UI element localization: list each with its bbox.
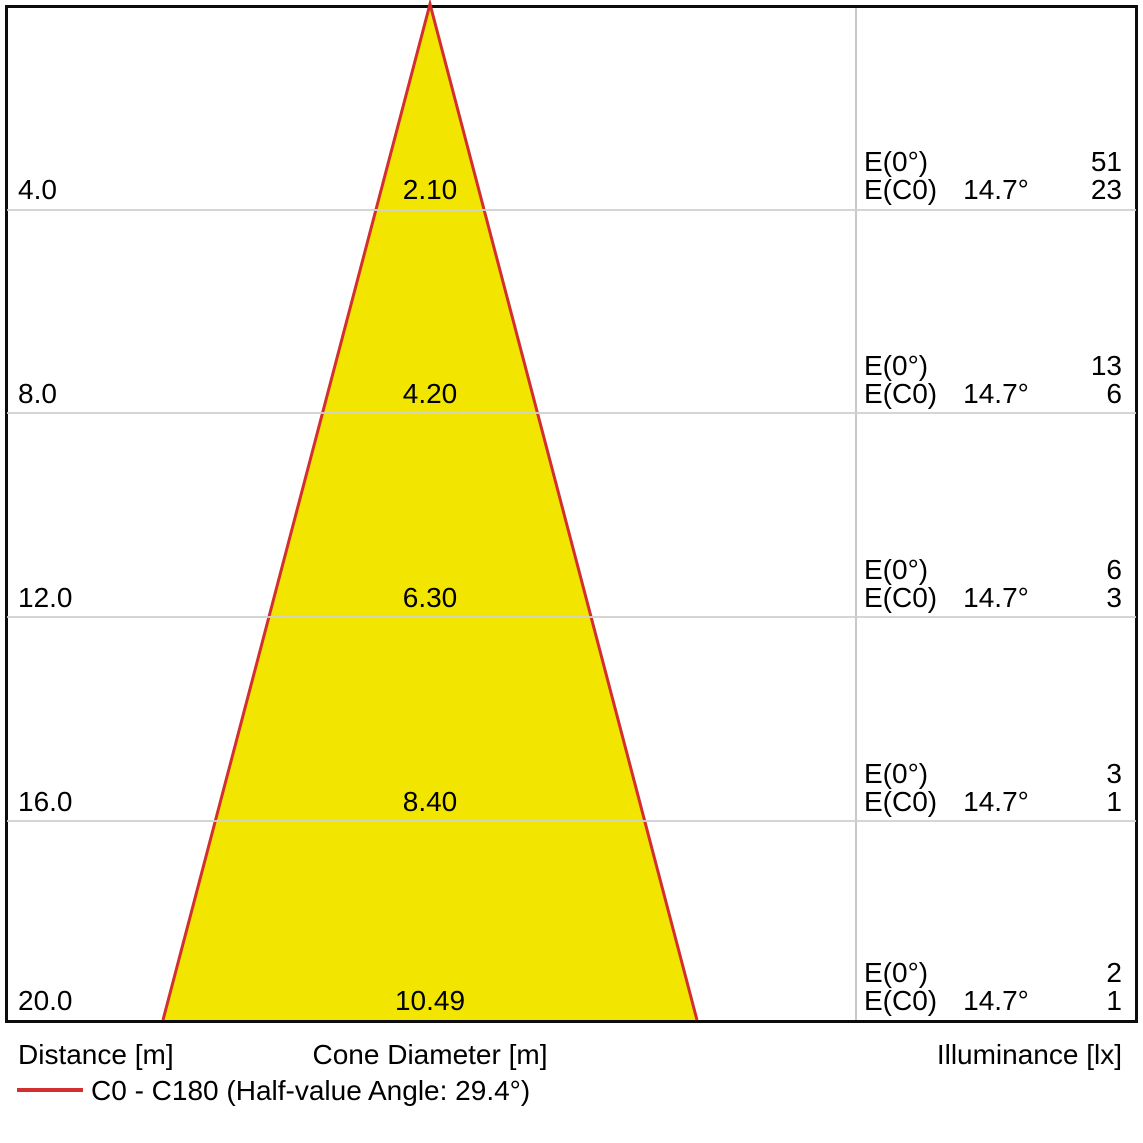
half-angle-value: 14.7° [963,378,1029,409]
illuminance-axis-label: Illuminance [lx] [936,1039,1122,1070]
distance-value: 8.0 [18,378,57,409]
e0-label: E(0°) [864,350,929,381]
distance-value: 12.0 [18,582,73,613]
ec0-label: E(C0) [864,378,938,409]
e0-value: 6 [1106,554,1122,585]
ec0-label: E(C0) [864,985,938,1016]
half-angle-value: 14.7° [963,582,1029,613]
distance-value: 16.0 [18,786,73,817]
grid-line-8m [7,412,1136,414]
cone-diameter-axis-label: Cone Diameter [m] [312,1039,548,1070]
half-angle-value: 14.7° [963,786,1029,817]
ec0-value: 3 [1106,582,1122,613]
half-angle-value: 14.7° [963,985,1029,1016]
column-separator [855,8,857,1020]
distance-value: 4.0 [18,174,57,205]
cone-diameter-value: 4.20 [402,378,458,409]
e0-value: 3 [1106,758,1122,789]
diagram-border [5,5,1138,1023]
grid-line-16m [7,820,1136,822]
cone-diameter-value: 8.40 [402,786,458,817]
cone-diameter-value: 2.10 [402,174,458,205]
e0-label: E(0°) [864,957,929,988]
cone-diameter-value: 6.30 [402,582,458,613]
grid-line-12m [7,616,1136,618]
e0-label: E(0°) [864,554,929,585]
ec0-label: E(C0) [864,786,938,817]
ec0-label: E(C0) [864,174,938,205]
distance-axis-label: Distance [m] [18,1039,174,1070]
ec0-value: 1 [1106,985,1122,1016]
ec0-value: 1 [1106,786,1122,817]
cone-fill-shape [163,4,697,1020]
legend-label: C0 - C180 (Half-value Angle: 29.4°) [91,1075,531,1106]
e0-value: 13 [1090,350,1122,381]
half-angle-value: 14.7° [963,174,1029,205]
e0-value: 51 [1090,146,1122,177]
light-cone [161,0,699,1021]
legend-line-icon [17,1088,83,1092]
distance-value: 20.0 [18,985,73,1016]
e0-label: E(0°) [864,146,929,177]
ec0-value: 23 [1090,174,1122,205]
e0-value: 2 [1106,957,1122,988]
ec0-value: 6 [1106,378,1122,409]
grid-line-4m [7,209,1136,211]
ec0-label: E(C0) [864,582,938,613]
cone-edge-c0-c180 [161,0,699,1021]
e0-label: E(0°) [864,758,929,789]
cone-diameter-value: 10.49 [394,985,466,1016]
